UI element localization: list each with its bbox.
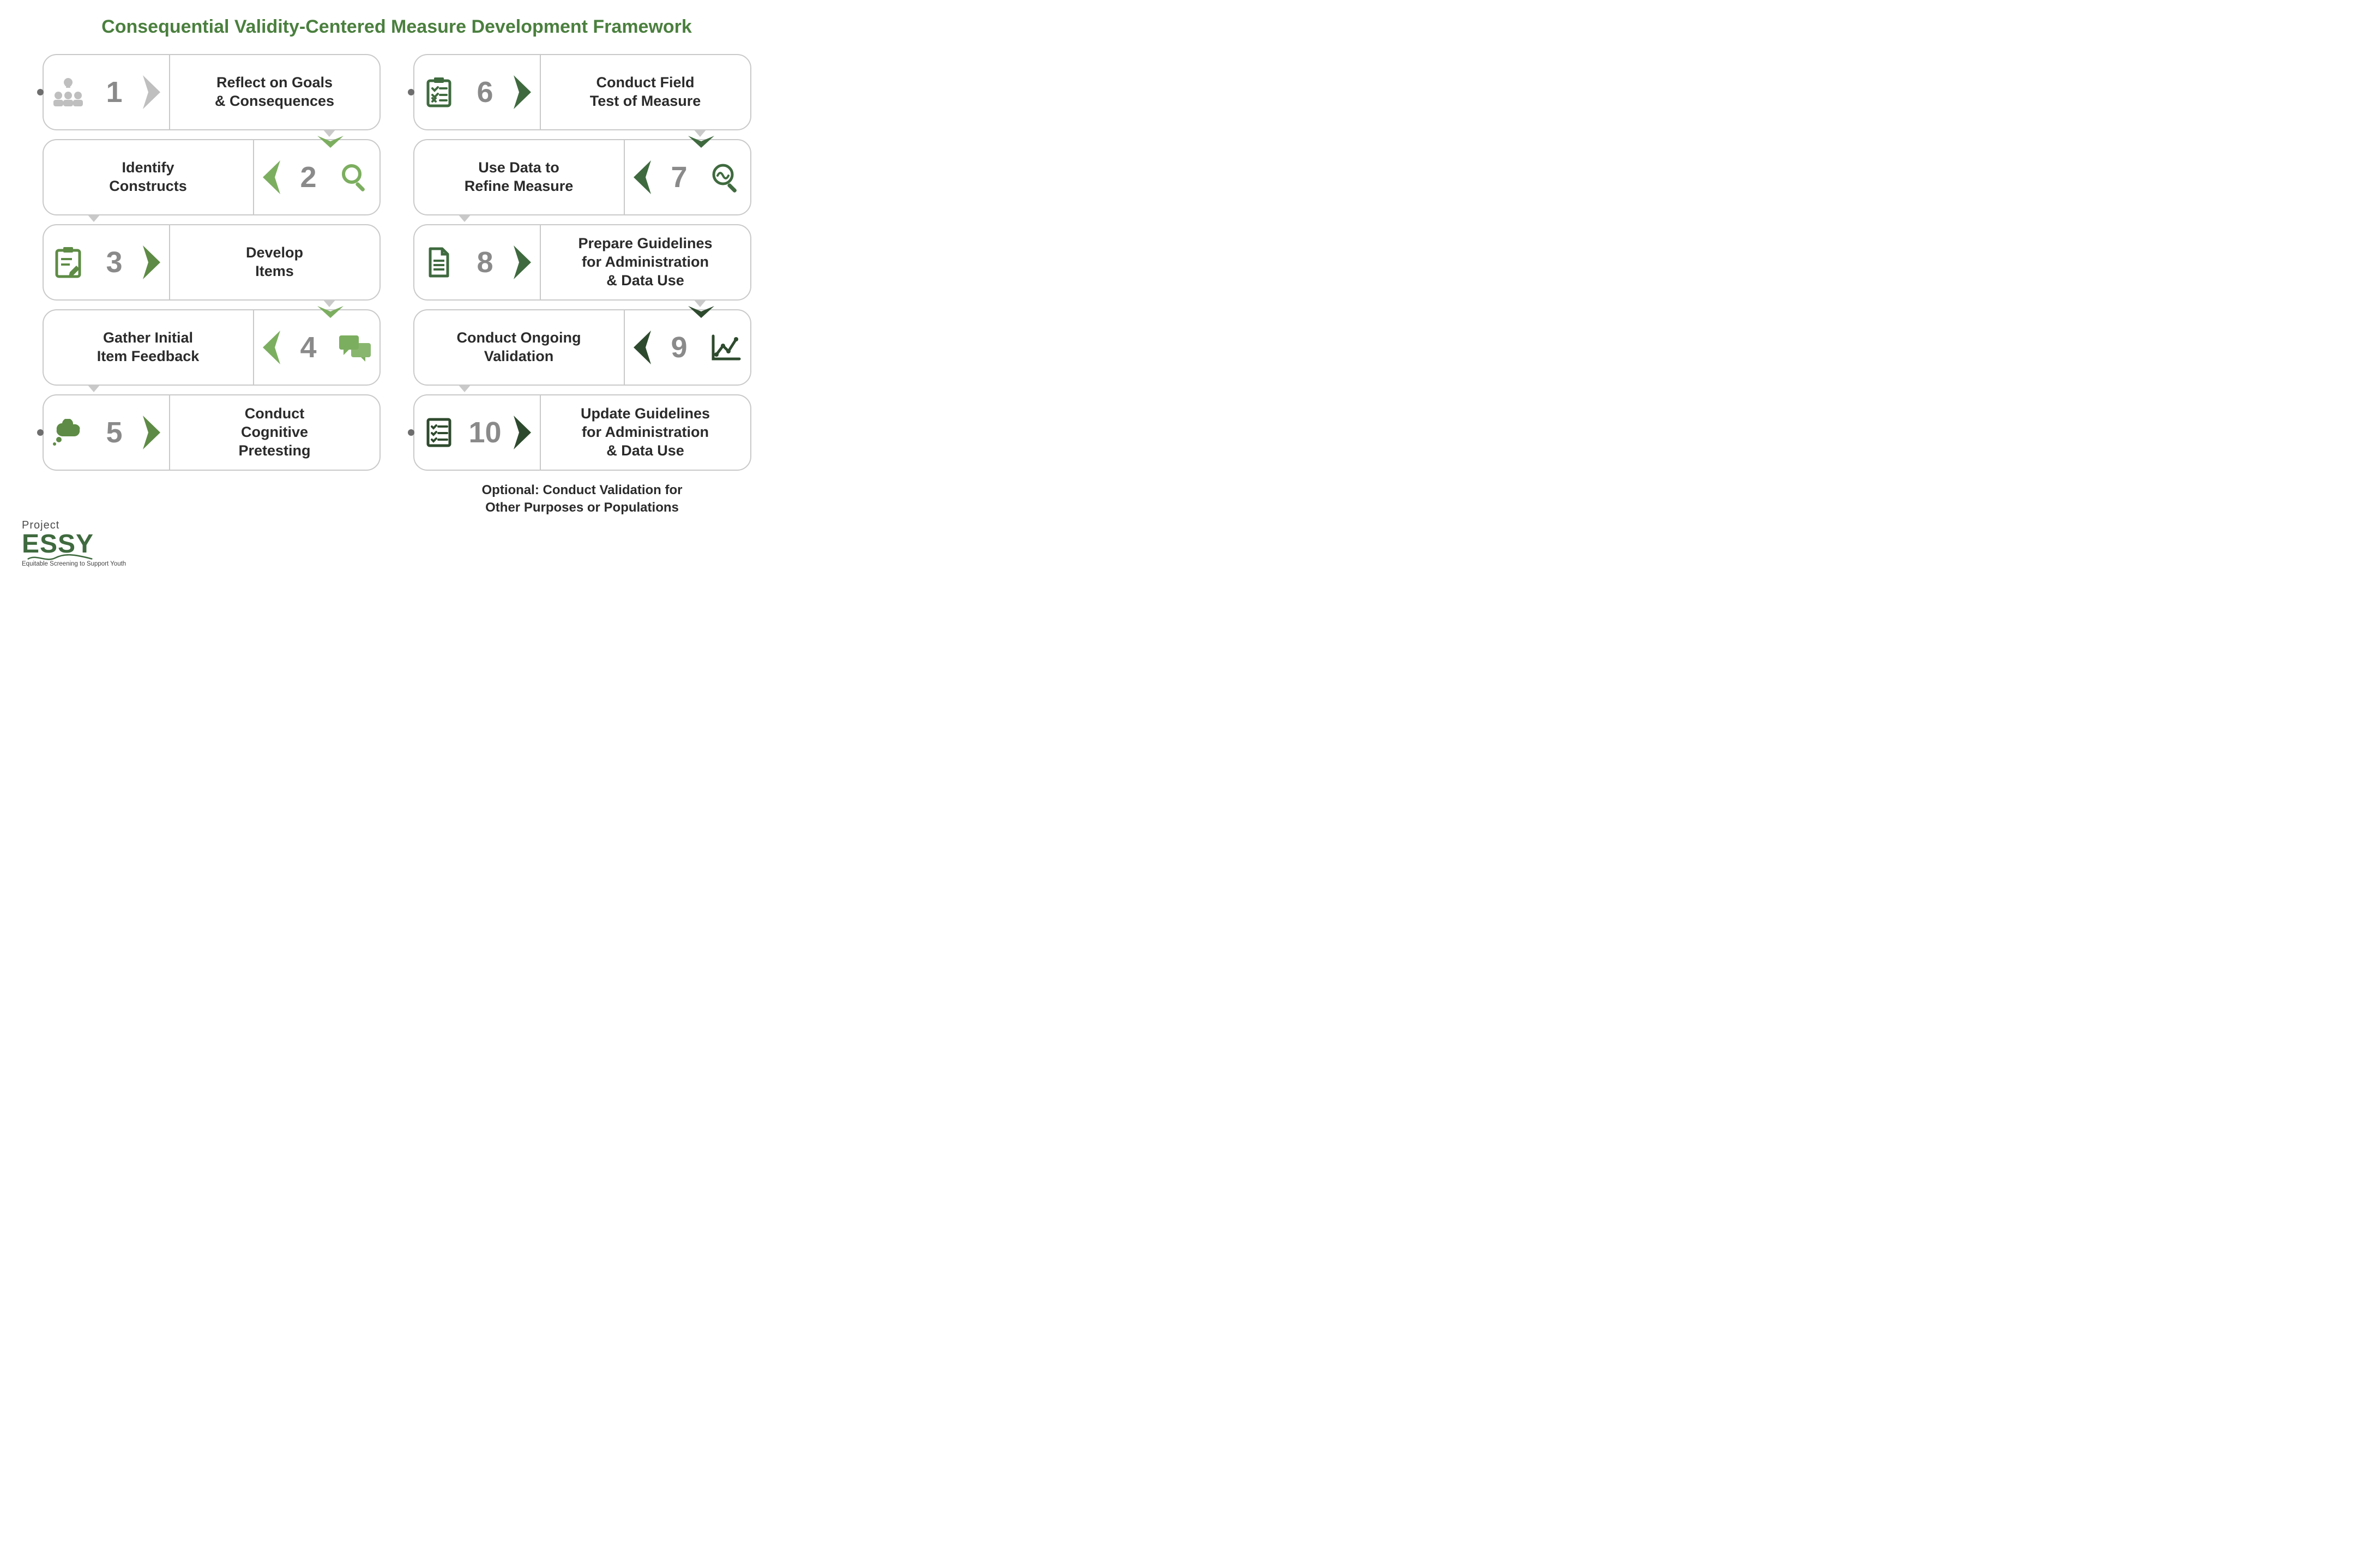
step-number: 10 (463, 416, 507, 449)
footer: Project ESSY Equitable Screening to Supp… (22, 519, 772, 569)
step-label: Update Guidelinesfor Administration& Dat… (541, 405, 750, 460)
step-label: Conduct FieldTest of Measure (541, 74, 750, 111)
chevron-right-icon (507, 413, 540, 452)
optional-note: Optional: Conduct Validation forOther Pu… (413, 482, 751, 517)
step-label: Reflect on Goals& Consequences (170, 74, 379, 111)
group-idea-icon (44, 77, 93, 107)
brand-logo: Project ESSY Equitable Screening to Supp… (22, 519, 126, 568)
step-number: 1 (93, 75, 136, 109)
step-label: DevelopItems (170, 244, 379, 281)
step-number: 9 (658, 331, 701, 364)
step-8: 8 Prepare Guidelinesfor Administration& D… (413, 224, 751, 301)
chevron-right-icon (507, 243, 540, 281)
step-number: 7 (658, 160, 701, 194)
chevron-left-icon (254, 158, 287, 196)
step-number: 5 (93, 416, 136, 449)
step-label: Gather InitialItem Feedback (44, 329, 253, 366)
step-1: 1 Reflect on Goals& Consequences (43, 54, 381, 130)
step-number: 8 (463, 245, 507, 279)
line-chart-icon (701, 333, 750, 362)
step-5: 5 ConductCognitivePretesting (43, 394, 381, 471)
page-title: Consequential Validity-Centered Measure … (22, 16, 772, 38)
step-10: 10 Update Guidelinesfor Administration& D… (413, 394, 751, 471)
step-3: 3 DevelopItems (43, 224, 381, 301)
chevron-right-icon (507, 73, 540, 111)
chevron-right-icon (136, 243, 169, 281)
chevron-left-icon (625, 328, 658, 367)
step-number: 3 (93, 245, 136, 279)
down-chevron-icon (686, 135, 716, 151)
column-2: 6 Conduct FieldTest of Measure Use Data to… (413, 54, 751, 517)
clipboard-check-icon (414, 76, 463, 108)
checklist-icon (414, 417, 463, 448)
chevron-right-icon (136, 413, 169, 452)
down-chevron-icon (315, 305, 346, 321)
anchor-dot-icon (37, 89, 44, 95)
step-label: IdentifyConstructs (44, 159, 253, 196)
step-label: ConductCognitivePretesting (170, 405, 379, 460)
column-1: 1 Reflect on Goals& Consequences IdentifyC… (43, 54, 381, 517)
framework-columns: 1 Reflect on Goals& Consequences IdentifyC… (22, 54, 772, 517)
down-chevron-icon (315, 135, 346, 151)
chevron-left-icon (254, 328, 287, 367)
down-chevron-icon (686, 305, 716, 321)
step-label: Conduct OngoingValidation (414, 329, 624, 366)
chat-icon (330, 333, 379, 362)
clipboard-pen-icon (44, 246, 93, 279)
step-label: Prepare Guidelinesfor Administration& Da… (541, 235, 750, 290)
thought-icon (44, 419, 93, 446)
brand-tagline: Equitable Screening to Support Youth (22, 561, 126, 567)
step-6: 6 Conduct FieldTest of Measure (413, 54, 751, 130)
anchor-dot-icon (408, 429, 414, 436)
anchor-dot-icon (37, 429, 44, 436)
anchor-dot-icon (408, 89, 414, 95)
brand-name: ESSY (22, 532, 126, 557)
step-number: 2 (287, 160, 330, 194)
magnifier-icon (330, 162, 379, 193)
chevron-left-icon (625, 158, 658, 196)
step-number: 6 (463, 75, 507, 109)
document-icon (414, 247, 463, 278)
magnifier-data-icon (701, 161, 750, 193)
chevron-right-icon (136, 73, 169, 111)
step-label: Use Data toRefine Measure (414, 159, 624, 196)
step-number: 4 (287, 331, 330, 364)
